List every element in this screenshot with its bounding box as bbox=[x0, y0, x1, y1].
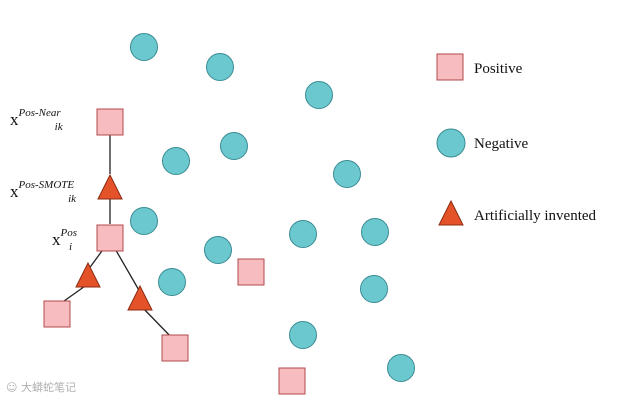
artificial-sample-triangle-icon bbox=[97, 173, 123, 200]
watermark-text: ☺ 大蟒蛇笔记 bbox=[6, 380, 76, 394]
negative-sample-circle-icon bbox=[220, 132, 248, 160]
legend-negative-circle-icon bbox=[436, 128, 466, 158]
positive-samples bbox=[43, 108, 306, 395]
positive-sample-square-icon bbox=[96, 224, 124, 252]
negative-sample-circle-icon bbox=[206, 53, 234, 81]
negative-sample-circle-icon bbox=[333, 160, 361, 188]
label-pos-near-sub: ik bbox=[55, 121, 64, 133]
label-pos-base: x bbox=[52, 230, 61, 249]
negative-sample-circle-icon bbox=[289, 220, 317, 248]
label-pos-smote-base: x bbox=[10, 182, 19, 201]
artificial-sample-triangle-icon bbox=[75, 261, 101, 288]
artificial-samples bbox=[75, 173, 153, 311]
negative-samples bbox=[130, 33, 415, 382]
label-pos-smote: xPos-SMOTE ik bbox=[10, 179, 77, 205]
legend: Positive Negative Artificially invented bbox=[436, 53, 597, 226]
negative-sample-circle-icon bbox=[130, 33, 158, 61]
negative-sample-circle-icon bbox=[158, 268, 186, 296]
legend-negative-label: Negative bbox=[474, 136, 528, 152]
label-pos-sub: i bbox=[69, 241, 72, 253]
negative-sample-circle-icon bbox=[387, 354, 415, 382]
negative-sample-circle-icon bbox=[289, 321, 317, 349]
label-pos-near: xPos-Near ik bbox=[10, 107, 64, 133]
artificial-sample-triangle-icon bbox=[127, 284, 153, 311]
negative-sample-circle-icon bbox=[162, 147, 190, 175]
label-pos-near-base: x bbox=[10, 110, 19, 129]
label-pos-smote-sub: ik bbox=[68, 193, 77, 205]
negative-sample-circle-icon bbox=[204, 236, 232, 264]
negative-sample-circle-icon bbox=[130, 207, 158, 235]
label-pos-sup: Pos bbox=[60, 227, 78, 239]
positive-sample-square-icon bbox=[237, 258, 265, 286]
label-pos-near-sup: Pos-Near bbox=[18, 107, 62, 119]
negative-sample-circle-icon bbox=[361, 218, 389, 246]
negative-sample-circle-icon bbox=[305, 81, 333, 109]
positive-sample-square-icon bbox=[161, 334, 189, 362]
legend-artificial-label: Artificially invented bbox=[474, 208, 597, 224]
positive-sample-square-icon bbox=[96, 108, 124, 136]
negative-sample-circle-icon bbox=[360, 275, 388, 303]
legend-artificial-triangle-icon bbox=[438, 199, 464, 226]
label-pos-smote-sup: Pos-SMOTE bbox=[18, 179, 75, 191]
label-pos: xPos i bbox=[52, 227, 77, 253]
positive-sample-square-icon bbox=[278, 367, 306, 395]
positive-sample-square-icon bbox=[43, 300, 71, 328]
legend-positive-label: Positive bbox=[474, 61, 523, 77]
legend-positive-square-icon bbox=[436, 53, 464, 81]
